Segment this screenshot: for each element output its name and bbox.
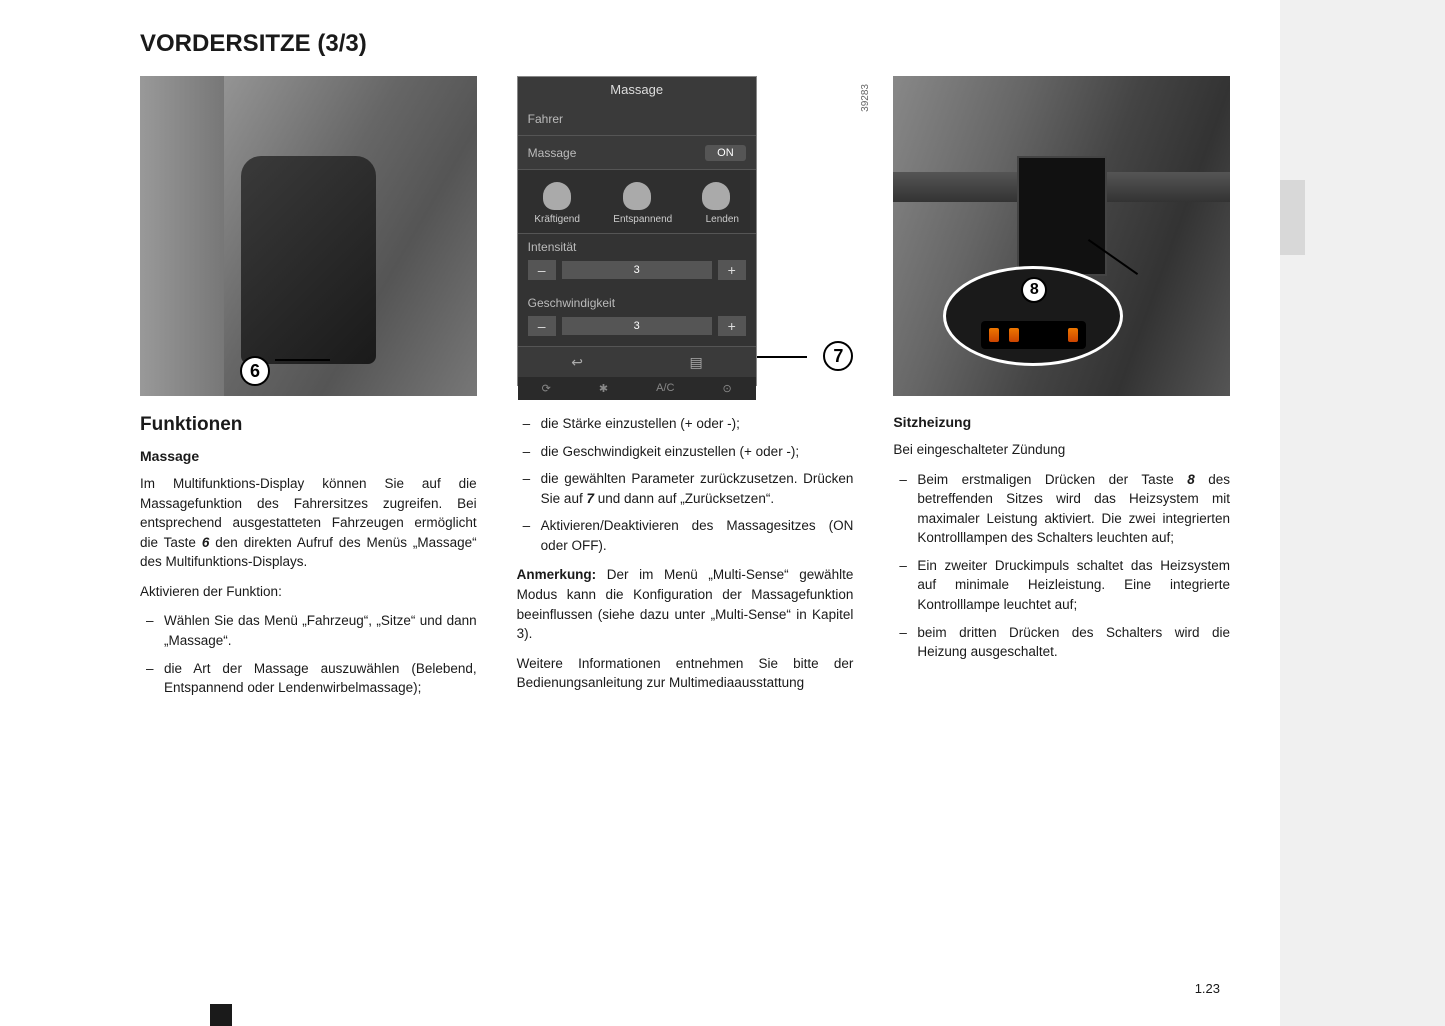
para-massage-intro: Im Multifunktions-Display können Sie auf… [140,474,477,572]
para-activate: Aktivieren der Funktion: [140,582,477,602]
para-note: Anmerkung: Der im Menü „Multi-Sense“ gew… [517,565,854,643]
figure-3-image: 8 [893,76,1230,396]
heading-massage: Massage [140,448,477,464]
li-massage-type: die Art der Massage auszuwählen (Beleben… [140,659,477,698]
seat-heater-switch-icon [1068,328,1078,342]
li-reset: die gewählten Parameter zurückzusetzen. … [517,469,854,508]
heading-functions: Funktionen [140,414,477,436]
figure-3: 40755 8 [893,76,1230,396]
screen-mode-labels: Kräftigend Entspannend Lenden [518,214,756,234]
speed-value: 3 [562,317,712,335]
li-menu-select: Wählen Sie das Menü „Fahrzeug“, „Sitze“ … [140,611,477,650]
li-third-press: beim dritten Drücken des Schalters wird … [893,623,1230,662]
screen-bottombar: ⟳ ✱ A/C ⊙ [518,377,756,400]
section-tab [1280,180,1305,255]
plus-button: + [718,316,746,336]
heading-seatheating: Sitzheizung [893,414,1230,430]
callout-7: 7 [823,341,853,371]
callout-6: 6 [240,356,270,386]
para-ignition: Bei eingeschalteter Zündung [893,440,1230,460]
minus-button: – [528,260,556,280]
page-title: VORDERSITZE (3/3) [140,30,1230,58]
screen-section-intensity: Intensität [518,234,756,256]
doc-icon: ▤ [687,355,705,369]
li-strength: die Stärke einzustellen (+ oder -); [517,414,854,434]
column-2: 39283 Massage Fahrer Massage ON Kräftige… [517,76,854,708]
para-moreinfo: Weitere Informationen entnehmen Sie bitt… [517,654,854,693]
screen-row-massage: Massage ON [518,136,756,170]
screen-nav: ↩ ▤ [518,346,756,377]
list-col1: Wählen Sie das Menü „Fahrzeug“, „Sitze“ … [140,611,477,697]
figure-2: 39283 Massage Fahrer Massage ON Kräftige… [517,76,854,396]
figure-2-id: 39283 [860,84,871,112]
mode-icon [543,182,571,210]
li-second-press: Ein zweiter Druckimpuls schaltet das Hei… [893,556,1230,615]
column-3: 40755 8 Sitzheiz [893,76,1230,708]
page-number: 1.23 [1195,981,1220,996]
speed-slider: – 3 + [518,312,756,346]
intensity-slider: – 3 + [518,256,756,290]
li-first-press: Beim erstmaligen Drücken der Taste 8 des… [893,470,1230,548]
figure-1-image: 6 [140,76,477,396]
column-1: 40700 6 Funktionen Massage Im Multifunkt… [140,76,477,708]
seat-heater-switch-icon [989,328,999,342]
seat-heater-panel [981,321,1085,349]
screen-mock: Massage Fahrer Massage ON Kräftigend Ent… [517,76,757,386]
minus-button: – [528,316,556,336]
plus-button: + [718,260,746,280]
mode-icon [623,182,651,210]
screen-row-driver: Fahrer [518,102,756,136]
li-speed: die Geschwindigkeit einzustellen (+ oder… [517,442,854,462]
intensity-value: 3 [562,261,712,279]
list-col3: Beim erstmaligen Drücken der Taste 8 des… [893,470,1230,662]
screen-state-pill: ON [705,145,746,161]
manual-page: VORDERSITZE (3/3) 40700 6 Funktionen Mas… [0,0,1280,1026]
list-col2: die Stärke einzustellen (+ oder -); die … [517,414,854,555]
screen-title: Massage [518,77,756,102]
figure-3-zoom: 8 [943,266,1123,366]
callout-8: 8 [1021,277,1047,303]
footer-mark [210,1004,232,1026]
figure-1: 40700 6 [140,76,477,396]
li-onoff: Aktivieren/Deaktivieren des Massagesitze… [517,516,854,555]
mode-icon [702,182,730,210]
screen-mode-icons [518,170,756,214]
screen-section-speed: Geschwindigkeit [518,290,756,312]
columns: 40700 6 Funktionen Massage Im Multifunkt… [140,76,1230,708]
back-icon: ↩ [568,355,586,369]
seat-heater-switch-icon [1009,328,1019,342]
